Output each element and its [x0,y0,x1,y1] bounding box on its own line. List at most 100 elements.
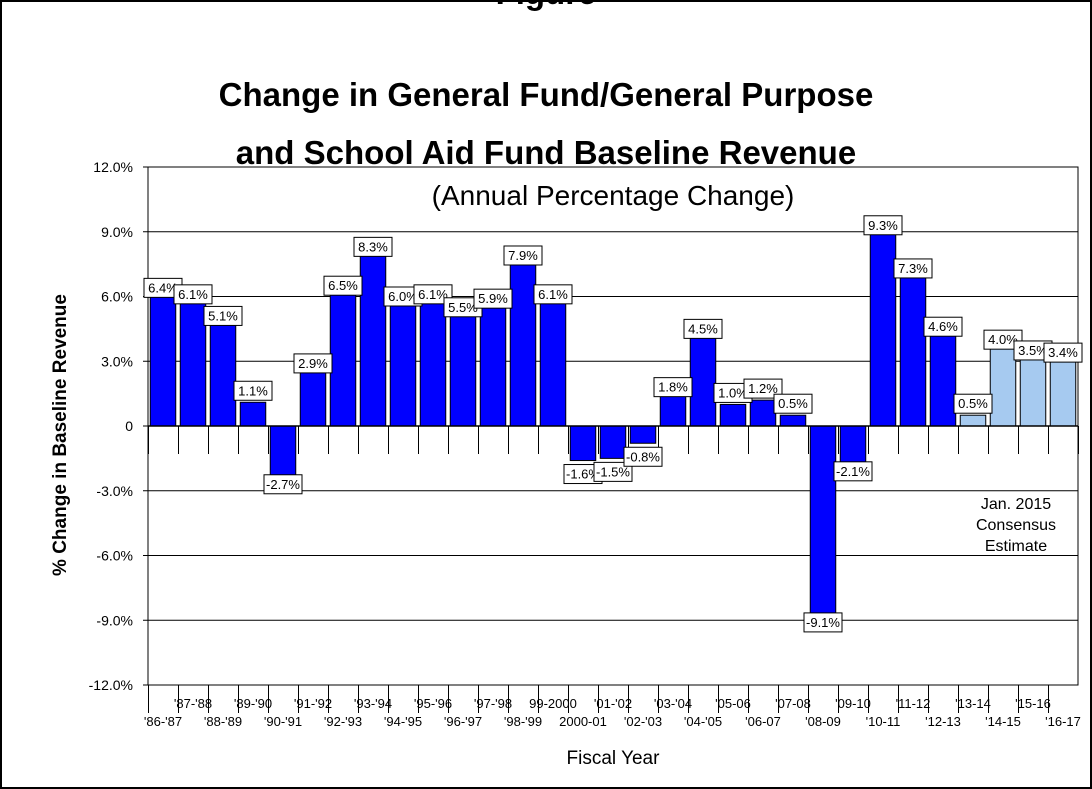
bar [179,293,207,427]
data-label-box [983,329,1023,350]
data-label-box [263,474,303,495]
data-label-box [803,612,843,633]
y-tick-label: -6.0% [96,548,133,564]
bar [209,315,237,427]
bar [149,287,177,427]
data-label-box [623,446,663,467]
data-label-text: 1.2% [748,381,778,396]
data-label-text: 6.5% [328,278,358,293]
chart-title-line-1: Change in General Fund/General Purpose [218,76,874,113]
bar [569,425,597,462]
x-tick-label: '04-'05 [684,714,722,729]
data-label-text: 1.8% [658,380,688,395]
data-label: 0.5% [773,393,813,414]
data-label-box [413,284,453,305]
bar [539,293,567,427]
x-tick-label: '86-'87 [144,714,182,729]
x-tick-label: '11-12 [896,696,931,711]
y-tick-label: 9.0% [101,224,133,240]
bar [479,298,507,427]
chart-title-top-fragment: Figure [0,0,1092,12]
bar [1049,352,1077,427]
data-label-text: -0.8% [626,449,660,464]
data-label-text: -9.1% [806,615,840,630]
data-label-box [773,393,813,414]
x-tick-label: '88-'89 [204,714,242,729]
data-label-text: 5.1% [208,308,238,323]
data-label: -9.1% [803,612,843,633]
bar [929,326,957,427]
data-label: 7.3% [893,258,933,279]
y-tick-label: 6.0% [101,289,133,305]
data-label: 6.5% [323,275,363,296]
x-tick-label: '12-13 [925,714,961,729]
data-label-box [1043,342,1083,363]
data-label: 6.1% [533,284,573,305]
x-tick-label: '90-'91 [264,714,302,729]
data-label-text: 6.0% [388,289,418,304]
x-tick-label: '02-'03 [624,714,662,729]
data-label-text: 3.5% [1018,343,1048,358]
data-label-text: 4.5% [688,321,718,336]
y-tick-label: -9.0% [96,612,133,628]
data-label-text: 1.0% [718,385,748,400]
y-tick-label: 0 [125,418,133,434]
data-label-box [233,380,273,401]
data-label-text: 6.4% [148,280,178,295]
data-label: 4.0% [983,329,1023,350]
x-axis-label: Fiscal Year [566,748,660,769]
x-tick-label: '92-'93 [324,714,362,729]
data-label-text: 5.5% [448,300,478,315]
data-label-text: 0.5% [958,396,988,411]
data-label-text: 9.3% [868,218,898,233]
x-tick-label: '15-16 [1015,696,1051,711]
y-axis-label: % Change in Baseline Revenue [50,294,71,576]
data-label-box [893,258,933,279]
bar [749,399,777,427]
data-label-text: -2.7% [266,477,300,492]
bar [359,246,387,427]
bar [419,293,447,427]
data-label-text: 4.6% [928,319,958,334]
bar [959,414,987,427]
x-tick-label: '91-'92 [294,696,332,711]
data-label-text: -1.6% [566,467,600,482]
x-tick-label: '95-'96 [414,696,452,711]
data-label-text: 4.0% [988,332,1018,347]
x-tick-label: '98-'99 [504,714,542,729]
estimate-annotation: Jan. 2015 Consensus Estimate [946,494,1086,557]
data-label: 1.1% [233,380,273,401]
x-tick-label: '87-'88 [174,696,212,711]
data-label-text: 5.9% [478,291,508,306]
data-label: 4.6% [923,316,963,337]
y-tick-label: 12.0% [93,159,133,175]
data-label-text: 6.1% [418,287,448,302]
data-label: 5.1% [203,305,243,326]
y-tick-label: -3.0% [96,483,133,499]
x-tick-label: '08-09 [805,714,841,729]
x-tick-label: '10-11 [866,714,901,729]
bar [629,425,657,444]
data-label-text: 6.1% [178,287,208,302]
data-label-box [323,275,363,296]
data-label-box [653,377,693,398]
data-label-box [833,461,873,482]
data-label-box [533,284,573,305]
data-label: 3.5% [1013,340,1053,361]
bar [989,339,1017,427]
chart-title-line-2: and School Aid Fund Baseline Revenue [235,134,857,171]
bar [449,306,477,427]
estimate-annotation-line: Jan. 2015 [980,496,1052,513]
x-tick-label: '14-15 [985,714,1021,729]
bar [689,328,717,427]
chart-subtitle: (Annual Percentage Change) [431,180,795,211]
data-label-box [293,353,333,374]
data-label: -2.1% [833,461,873,482]
data-label-text: 7.9% [508,248,538,263]
x-tick-label: '13-14 [955,696,991,711]
bar [329,285,357,427]
data-label: -0.8% [623,446,663,467]
data-label-box [473,288,513,309]
x-tick-label: '03-'04 [654,696,692,711]
